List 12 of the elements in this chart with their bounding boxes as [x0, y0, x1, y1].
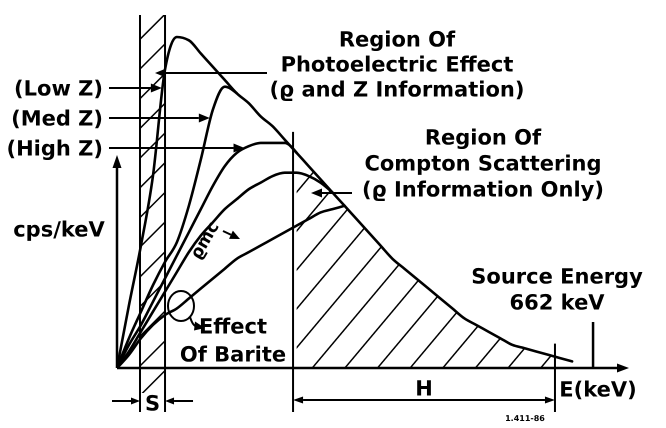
y-axis-title: cps/keV — [13, 218, 106, 242]
annotation: Effect Of Barite — [180, 314, 286, 367]
annotation: Region Of Compton Scattering (ϱ Information Only) — [362, 126, 604, 202]
annotation: Source Energy 662 keV — [471, 264, 644, 315]
legend-label: (Low Z) — [14, 76, 103, 101]
text: H — [415, 376, 433, 401]
x-axis-title: E(keV) — [559, 378, 637, 402]
legend-label: (High Z) — [6, 136, 103, 161]
text: 1.411-86 — [505, 414, 546, 423]
legend-label: (Med Z) — [11, 106, 103, 131]
text: S — [144, 392, 160, 416]
annotation: Region Of Photoelectric Effect (ϱ and Z Information) — [270, 28, 524, 102]
